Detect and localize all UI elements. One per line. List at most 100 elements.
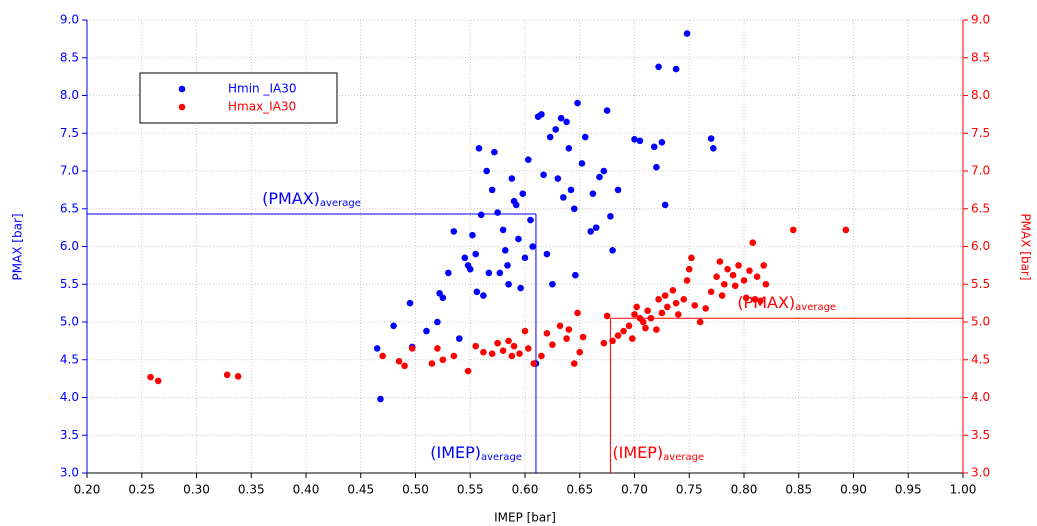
point bbox=[538, 111, 545, 118]
point bbox=[661, 201, 669, 209]
y-tick-label: 6.0 bbox=[60, 239, 79, 253]
x-tick-label: 0.95 bbox=[895, 483, 922, 497]
y2-tick-label: 7.5 bbox=[971, 126, 990, 140]
point bbox=[461, 254, 469, 262]
point bbox=[570, 205, 578, 213]
point bbox=[658, 139, 666, 146]
point bbox=[147, 373, 154, 381]
y-tick-label: 6.5 bbox=[60, 201, 79, 215]
y-tick-label: 5.0 bbox=[60, 315, 79, 329]
y-tick-label: 4.5 bbox=[60, 352, 79, 366]
point bbox=[505, 280, 512, 288]
point bbox=[472, 250, 480, 258]
x-tick-label: 0.30 bbox=[183, 483, 210, 497]
point bbox=[524, 156, 532, 163]
point bbox=[549, 280, 556, 288]
point bbox=[464, 367, 472, 375]
legend-marker bbox=[178, 85, 186, 93]
point bbox=[655, 63, 662, 71]
point bbox=[639, 318, 647, 326]
point bbox=[436, 290, 443, 297]
point bbox=[439, 294, 447, 302]
point bbox=[406, 299, 414, 307]
annotation-sub: average bbox=[481, 452, 522, 463]
point bbox=[757, 297, 764, 305]
y2-tick-label: 3.5 bbox=[971, 428, 990, 442]
y2-tick-label: 9.0 bbox=[971, 13, 990, 27]
point bbox=[480, 348, 487, 356]
point bbox=[567, 186, 575, 194]
point bbox=[494, 209, 501, 216]
point bbox=[842, 226, 850, 234]
x-tick-label: 0.90 bbox=[840, 483, 867, 497]
point bbox=[742, 294, 750, 302]
point bbox=[499, 347, 507, 354]
y2-tick-label: 8.0 bbox=[971, 88, 990, 102]
point bbox=[554, 175, 562, 182]
point bbox=[683, 277, 691, 284]
annotation: (IMEP)average bbox=[612, 443, 704, 464]
point bbox=[423, 327, 430, 335]
point bbox=[633, 303, 640, 311]
point bbox=[557, 114, 565, 122]
annotation-text: (IMEP) bbox=[430, 443, 481, 462]
point bbox=[508, 175, 516, 182]
annotation: (PMAX)average bbox=[262, 189, 361, 210]
point bbox=[625, 322, 633, 330]
x-tick-label: 0.55 bbox=[457, 483, 484, 497]
legend-marker bbox=[178, 103, 186, 111]
point bbox=[680, 296, 688, 303]
annotation-sub: average bbox=[795, 302, 836, 313]
point bbox=[658, 309, 666, 317]
point bbox=[581, 133, 589, 141]
point bbox=[508, 352, 516, 360]
y-tick-label: 8.5 bbox=[60, 50, 79, 64]
point bbox=[589, 190, 597, 197]
point bbox=[710, 145, 717, 152]
x-tick-label: 0.65 bbox=[566, 483, 593, 497]
x-tick-label: 0.25 bbox=[128, 483, 155, 497]
point bbox=[753, 273, 761, 281]
y2-tick-label: 5.0 bbox=[971, 315, 990, 329]
legend-box bbox=[139, 72, 338, 124]
point bbox=[373, 345, 381, 352]
point bbox=[524, 345, 532, 352]
point bbox=[529, 243, 536, 250]
x-tick-label: 0.40 bbox=[293, 483, 320, 497]
point bbox=[390, 322, 397, 330]
y-tick-label: 4.0 bbox=[60, 390, 79, 404]
point bbox=[587, 228, 594, 235]
point bbox=[631, 135, 638, 143]
annotation-text: (IMEP) bbox=[612, 443, 663, 462]
y-tick-label: 3.0 bbox=[60, 466, 79, 480]
point bbox=[574, 309, 581, 317]
point bbox=[751, 296, 759, 303]
point bbox=[724, 265, 731, 273]
point bbox=[655, 296, 662, 303]
point bbox=[729, 271, 737, 279]
point bbox=[483, 167, 490, 175]
point bbox=[450, 228, 458, 235]
point bbox=[653, 326, 660, 333]
y-tick-label: 5.5 bbox=[60, 277, 79, 291]
point bbox=[614, 332, 622, 339]
x-tick-label: 0.60 bbox=[512, 483, 539, 497]
point bbox=[565, 145, 573, 152]
point bbox=[540, 171, 547, 179]
point bbox=[510, 342, 518, 350]
point bbox=[603, 312, 611, 320]
point bbox=[154, 377, 162, 385]
point bbox=[600, 339, 608, 347]
point bbox=[688, 254, 695, 262]
point bbox=[472, 342, 480, 350]
point bbox=[631, 311, 638, 318]
point bbox=[592, 224, 600, 231]
point bbox=[521, 254, 529, 262]
point bbox=[691, 302, 699, 309]
x-tick-label: 0.75 bbox=[676, 483, 703, 497]
point bbox=[543, 250, 551, 258]
point bbox=[696, 318, 704, 326]
point bbox=[609, 246, 616, 254]
point bbox=[789, 226, 797, 234]
